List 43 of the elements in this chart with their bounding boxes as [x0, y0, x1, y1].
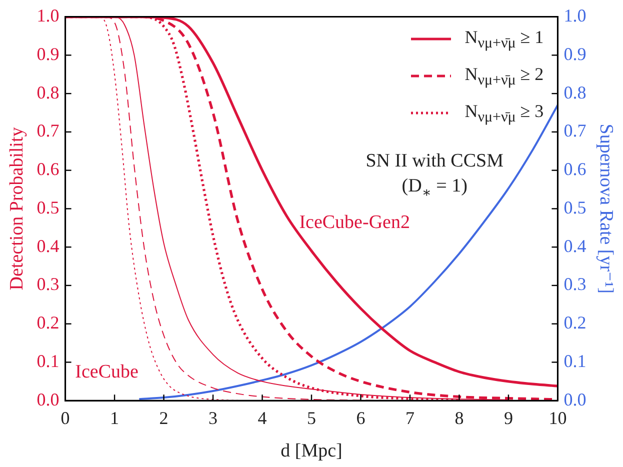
y2-axis-title: Supernova Rate [yr⁻¹] — [596, 124, 617, 294]
x-tick-label: 2 — [159, 408, 168, 428]
x-tick-label: 4 — [258, 408, 267, 428]
y2-tick-label: 0.7 — [564, 120, 586, 141]
y2-tick-label: 0.8 — [564, 82, 586, 102]
annotation: IceCube — [75, 362, 138, 383]
y-tick-label: 0.4 — [36, 236, 60, 256]
y-tick-label: 0.0 — [36, 389, 60, 410]
y-tick-label: 0.3 — [36, 274, 60, 294]
x-tick-label: 8 — [454, 408, 464, 428]
y2-tick-label: 0.2 — [564, 312, 586, 333]
y-tick-label: 0.1 — [36, 350, 60, 371]
y2-tick-label: 0.6 — [564, 159, 586, 180]
x-tick-label: 10 — [548, 408, 567, 428]
y2-tick-label: 0.0 — [564, 389, 586, 410]
x-tick-label: 5 — [307, 408, 316, 428]
annotation: SN II with CCSM — [366, 150, 504, 172]
y2-tick-label: 0.3 — [564, 274, 586, 294]
x-tick-label: 6 — [356, 408, 366, 428]
y-tick-label: 0.6 — [36, 159, 60, 180]
x-tick-label: 9 — [504, 408, 513, 428]
x-tick-label: 7 — [405, 408, 414, 428]
y2-tick-label: 0.1 — [564, 350, 586, 371]
y-tick-label: 1.0 — [36, 6, 60, 26]
y-tick-label: 0.7 — [36, 120, 60, 141]
y2-tick-label: 1.0 — [564, 6, 586, 26]
y2-tick-label: 0.9 — [564, 44, 586, 64]
x-tick-label: 1 — [110, 408, 120, 428]
x-axis-title: d [Mpc] — [280, 440, 342, 462]
y-axis-title: Detection Probability — [6, 126, 28, 290]
y-tick-label: 0.5 — [36, 197, 60, 218]
y2-tick-label: 0.5 — [564, 197, 586, 218]
annotation: IceCube-Gen2 — [299, 212, 410, 233]
legend-label: N$_{νμ+ν̄μ}$ ≥ 2 — [464, 64, 544, 90]
y-tick-label: 0.8 — [36, 82, 60, 102]
y2-tick-label: 0.4 — [564, 236, 586, 256]
legend-label: N$_{νμ+ν̄μ}$ ≥ 3 — [464, 100, 544, 126]
x-tick-label: 3 — [208, 408, 218, 428]
y-tick-label: 0.2 — [36, 312, 60, 333]
annotation: (D∗ = 1) — [402, 175, 468, 201]
legend-label: N$_{νμ+ν̄μ}$ ≥ 1 — [464, 26, 544, 52]
x-tick-label: 0 — [60, 408, 70, 428]
y-tick-label: 0.9 — [36, 44, 60, 64]
